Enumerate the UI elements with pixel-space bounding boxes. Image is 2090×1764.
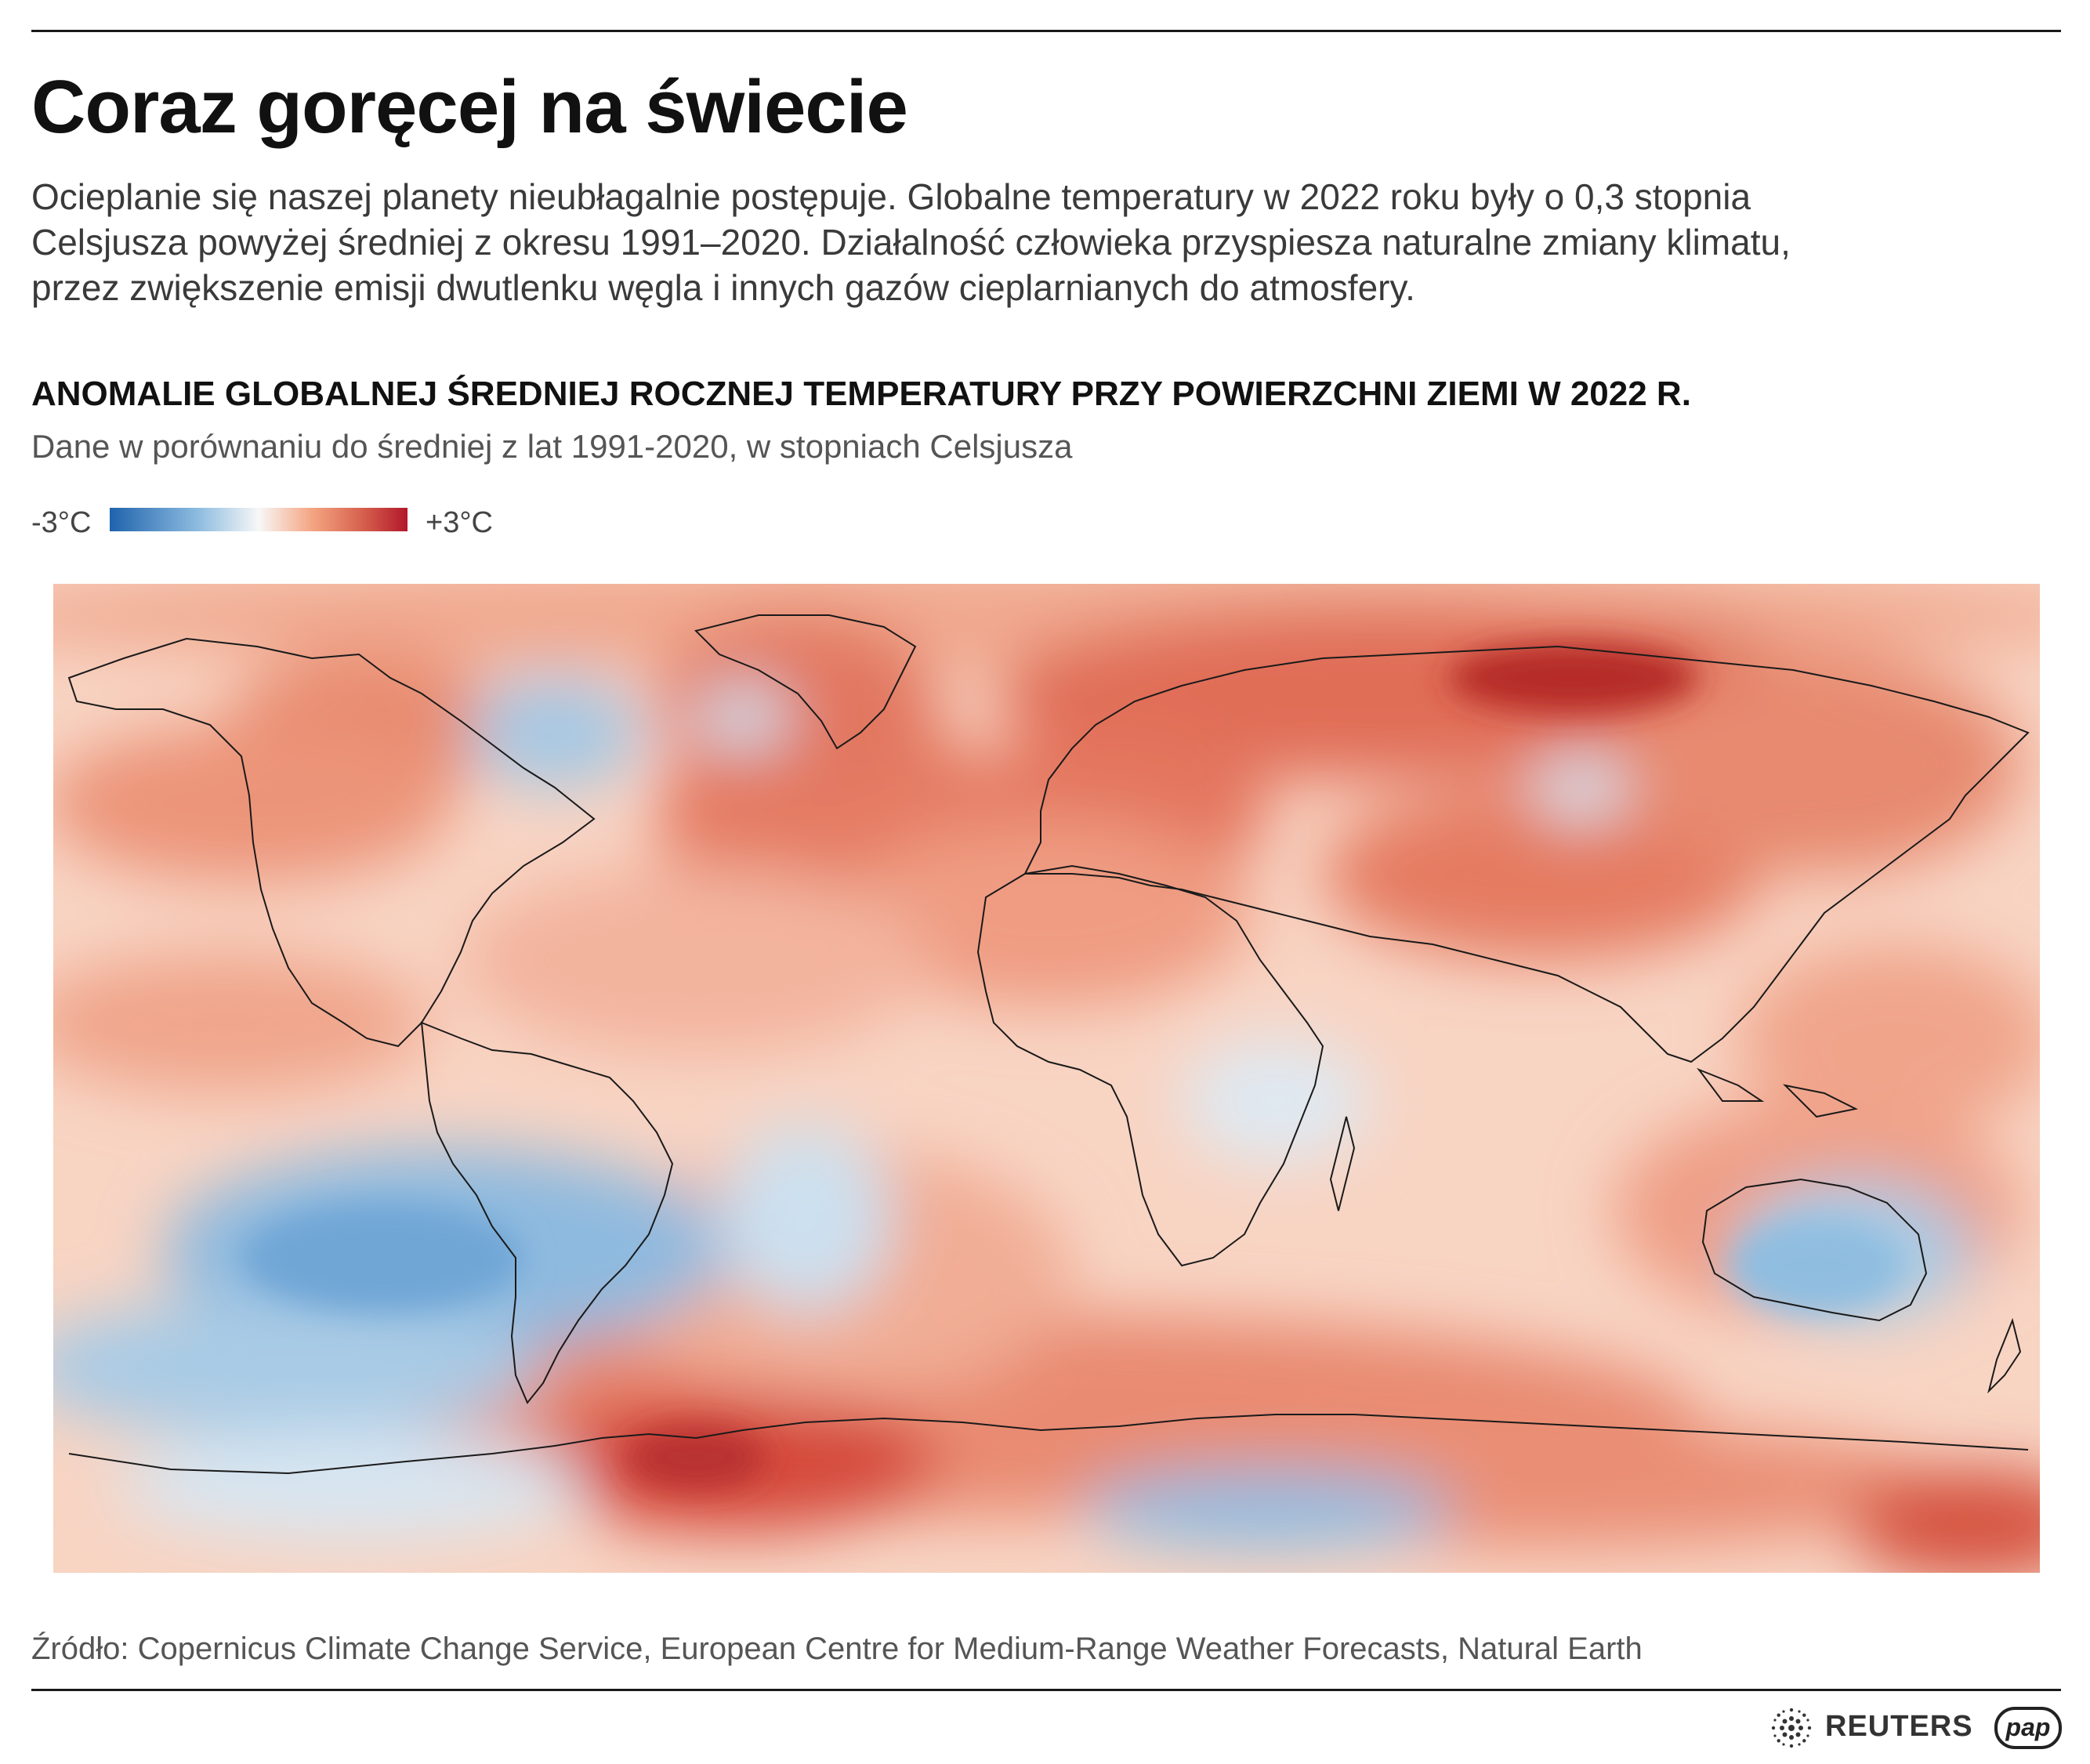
top-rule bbox=[31, 30, 2061, 32]
bottom-rule bbox=[31, 1689, 2061, 1691]
legend-max-label: +3°C bbox=[426, 506, 493, 539]
intro-line: Ocieplanie się naszej planety nieubłagal… bbox=[31, 176, 1751, 217]
anomaly-map bbox=[53, 584, 2040, 1573]
page-title: Coraz goręcej na świecie bbox=[31, 65, 908, 149]
logos: REUTERS pap bbox=[1769, 1705, 2062, 1752]
pap-logo: pap bbox=[1994, 1707, 2062, 1749]
legend-color-bar bbox=[110, 508, 407, 531]
anomaly-field bbox=[53, 584, 2040, 1573]
map-subtitle: Dane w porównaniu do średniej z lat 1991… bbox=[31, 428, 1073, 465]
map-title: ANOMALIE GLOBALNEJ ŚREDNIEJ ROCZNEJ TEMP… bbox=[31, 375, 1691, 413]
legend-min-label: -3°C bbox=[31, 506, 92, 539]
intro-line: Celsjusza powyżej średniej z okresu 1991… bbox=[31, 222, 1791, 263]
reuters-logo-text: REUTERS bbox=[1825, 1710, 1973, 1743]
intro-text: Ocieplanie się naszej planety nieubłagal… bbox=[31, 174, 2069, 310]
anomaly-map-svg bbox=[53, 584, 2040, 1573]
source-note: Źródło: Copernicus Climate Change Servic… bbox=[31, 1632, 1643, 1666]
intro-line: przez zwiększenie emisji dwutlenku węgla… bbox=[31, 267, 1415, 308]
reuters-logo-icon bbox=[1771, 1708, 1812, 1748]
coastlines bbox=[67, 614, 2030, 1475]
